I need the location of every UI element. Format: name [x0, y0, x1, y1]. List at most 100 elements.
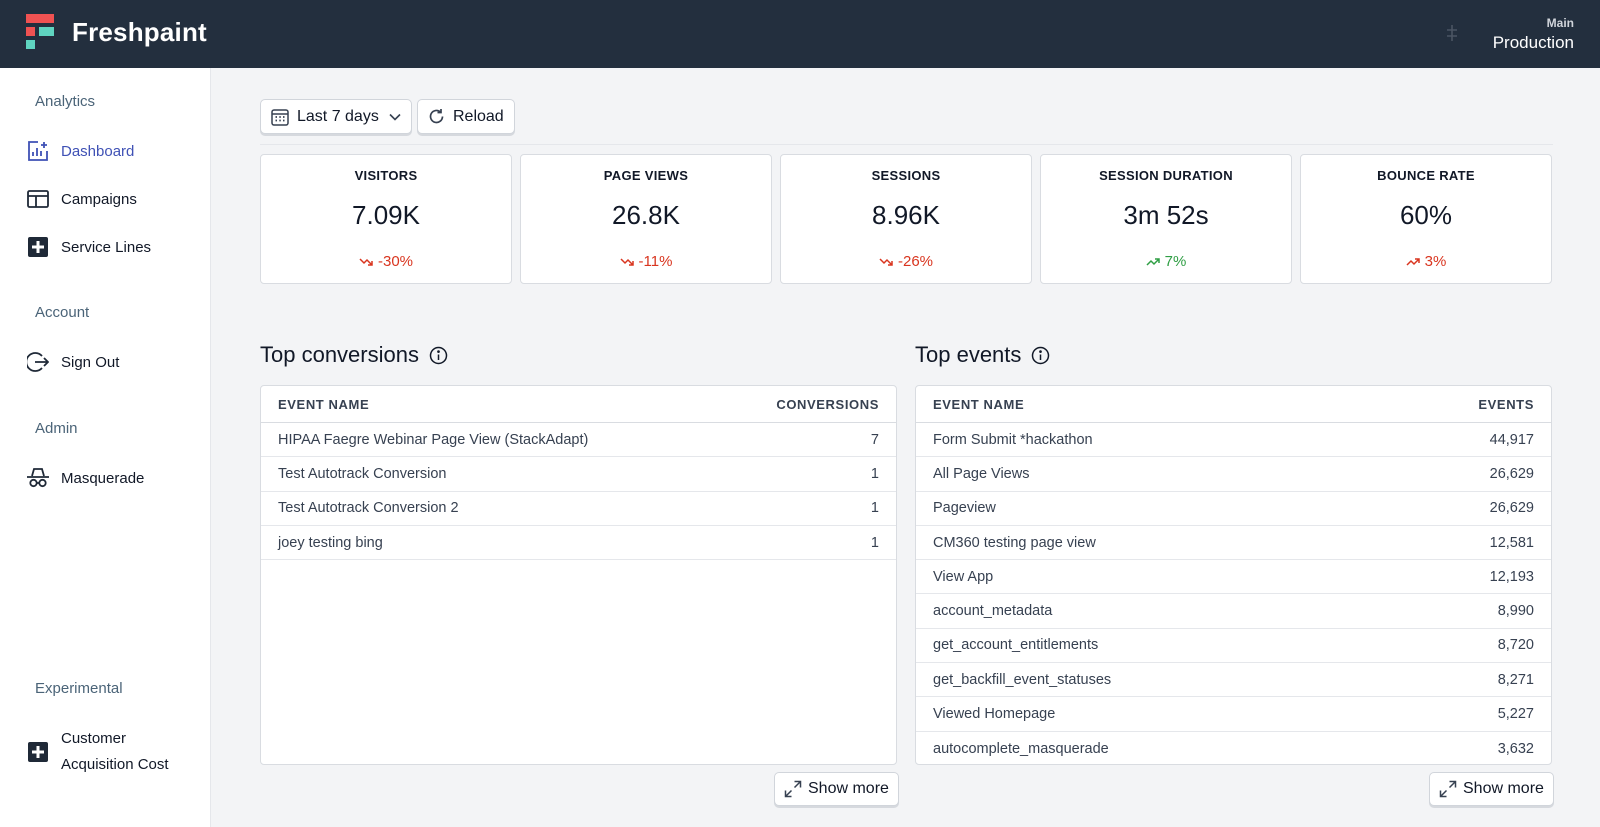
table-row[interactable]: HIPAA Faegre Webinar Page View (StackAda… — [261, 423, 896, 458]
column-header-conversions[interactable]: CONVERSIONS — [776, 396, 879, 412]
column-header-events[interactable]: EVENTS — [1478, 396, 1534, 412]
stat-label: PAGE VIEWS — [603, 168, 689, 183]
reload-label: Reload — [453, 107, 504, 125]
trend-down-icon — [359, 257, 373, 266]
events-show-more-button[interactable]: Show more — [1429, 772, 1554, 806]
expand-icon — [1439, 780, 1457, 798]
event-count: 8,990 — [1497, 603, 1534, 620]
sidebar-item-customer-acquisition-cost[interactable]: Customer Acquisition Cost — [26, 724, 169, 780]
table-row[interactable]: View App 12,193 — [916, 560, 1551, 595]
stat-delta: -26% — [781, 253, 1031, 270]
conversion-count: 1 — [870, 465, 879, 482]
stat-label: BOUNCE RATE — [1377, 168, 1475, 183]
sidebar-item-label: Sign Out — [61, 353, 120, 371]
sidebar-item-campaigns[interactable]: Campaigns — [26, 185, 137, 213]
date-range-dropdown[interactable]: Last 7 days — [260, 99, 412, 134]
section-title-admin: Admin — [35, 420, 78, 437]
stat-label: SESSIONS — [871, 168, 941, 183]
top-bar: Freshpaint Main Production — [0, 0, 1600, 68]
environment-label: Main — [1546, 16, 1574, 30]
stat-value: 3m 52s — [1123, 200, 1209, 230]
stat-card-page-views: PAGE VIEWS 26.8K -11% — [520, 154, 772, 284]
table-row[interactable]: Viewed Homepage 5,227 — [916, 697, 1551, 732]
stat-value: 26.8K — [612, 200, 680, 230]
event-count: 8,271 — [1497, 671, 1534, 688]
environment-name[interactable]: Production — [1492, 33, 1574, 52]
sidebar-item-masquerade[interactable]: Masquerade — [26, 464, 144, 492]
conversions-show-more-button[interactable]: Show more — [774, 772, 899, 806]
sidebar-item-service-lines[interactable]: Service Lines — [26, 233, 151, 261]
top-events-table: EVENT NAME EVENTS Form Submit *hackathon… — [915, 385, 1552, 765]
plus-square-icon — [26, 235, 50, 259]
chart-add-icon — [26, 139, 50, 163]
table-header: EVENT NAME EVENTS — [916, 386, 1551, 423]
table-row[interactable]: Test Autotrack Conversion 2 1 — [261, 492, 896, 526]
toolbar-divider — [260, 144, 1553, 145]
table-row[interactable]: account_metadata 8,990 — [916, 594, 1551, 629]
top-events-title: Top events — [915, 342, 1050, 368]
column-header-event-name[interactable]: EVENT NAME — [933, 396, 1025, 412]
info-icon[interactable] — [1031, 346, 1050, 365]
event-count: 5,227 — [1497, 706, 1534, 723]
event-name: Viewed Homepage — [933, 706, 1056, 723]
event-name: All Page Views — [933, 465, 1030, 482]
stat-value: 7.09K — [352, 200, 420, 230]
top-conversions-title: Top conversions — [260, 342, 448, 368]
stat-delta: -11% — [521, 253, 771, 270]
event-name: Test Autotrack Conversion 2 — [278, 500, 459, 517]
event-name: Pageview — [933, 500, 996, 517]
table-row[interactable]: autocomplete_masquerade 3,632 — [916, 732, 1551, 764]
event-name: Form Submit *hackathon — [933, 431, 1093, 448]
event-name: CM360 testing page view — [933, 534, 1096, 551]
table-row[interactable]: joey testing bing 1 — [261, 526, 896, 561]
stat-card-bounce-rate: BOUNCE RATE 60% 3% — [1300, 154, 1552, 284]
table-row[interactable]: get_account_entitlements 8,720 — [916, 629, 1551, 664]
stat-card-visitors: VISITORS 7.09K -30% — [260, 154, 512, 284]
trend-up-icon — [1406, 257, 1420, 266]
event-name: get_account_entitlements — [933, 637, 1099, 654]
event-name: autocomplete_masquerade — [933, 740, 1109, 757]
sidebar: Analytics Dashboard Campaigns Servi — [0, 68, 211, 827]
event-name: get_backfill_event_statuses — [933, 671, 1112, 688]
event-name: HIPAA Faegre Webinar Page View (StackAda… — [278, 431, 589, 448]
table-row[interactable]: Form Submit *hackathon 44,917 — [916, 423, 1551, 458]
freshpaint-logo[interactable] — [26, 14, 56, 54]
brand-name[interactable]: Freshpaint — [72, 17, 207, 47]
sign-out-icon — [26, 350, 50, 374]
switch-environment-icon[interactable] — [1444, 24, 1460, 42]
event-name: joey testing bing — [278, 534, 383, 551]
event-name: account_metadata — [933, 603, 1053, 620]
event-count: 26,629 — [1489, 465, 1534, 482]
event-count: 12,193 — [1489, 568, 1534, 585]
stat-label: VISITORS — [354, 168, 418, 183]
event-count: 12,581 — [1489, 534, 1534, 551]
table-row[interactable]: All Page Views 26,629 — [916, 457, 1551, 492]
sidebar-item-label: Service Lines — [61, 238, 152, 256]
event-count: 26,629 — [1489, 500, 1534, 517]
top-conversions-table: EVENT NAME CONVERSIONS HIPAA Faegre Webi… — [260, 385, 897, 765]
browser-window-icon — [26, 187, 50, 211]
table-row[interactable]: CM360 testing page view 12,581 — [916, 526, 1551, 561]
table-row[interactable]: get_backfill_event_statuses 8,271 — [916, 663, 1551, 698]
event-count: 44,917 — [1489, 431, 1534, 448]
section-title-account: Account — [35, 304, 90, 321]
column-header-event-name[interactable]: EVENT NAME — [278, 396, 370, 412]
sidebar-item-sign-out[interactable]: Sign Out — [26, 348, 119, 376]
trend-down-icon — [620, 257, 634, 266]
trend-up-icon — [1146, 257, 1160, 266]
reload-button[interactable]: Reload — [417, 99, 515, 134]
info-icon[interactable] — [429, 346, 448, 365]
sidebar-item-label: Masquerade — [61, 469, 145, 487]
stat-delta: 7% — [1041, 253, 1291, 270]
conversion-count: 1 — [870, 500, 879, 517]
calendar-icon — [271, 108, 289, 126]
table-row[interactable]: Pageview 26,629 — [916, 492, 1551, 526]
section-title-analytics: Analytics — [35, 93, 96, 110]
chevron-down-icon — [389, 113, 401, 121]
table-row[interactable]: Test Autotrack Conversion 1 — [261, 457, 896, 492]
stat-value: 60% — [1399, 200, 1453, 230]
section-title-experimental: Experimental — [35, 680, 123, 697]
reload-icon — [428, 108, 445, 125]
sidebar-item-dashboard[interactable]: Dashboard — [26, 137, 134, 165]
sidebar-item-label: Customer Acquisition Cost — [61, 730, 169, 773]
